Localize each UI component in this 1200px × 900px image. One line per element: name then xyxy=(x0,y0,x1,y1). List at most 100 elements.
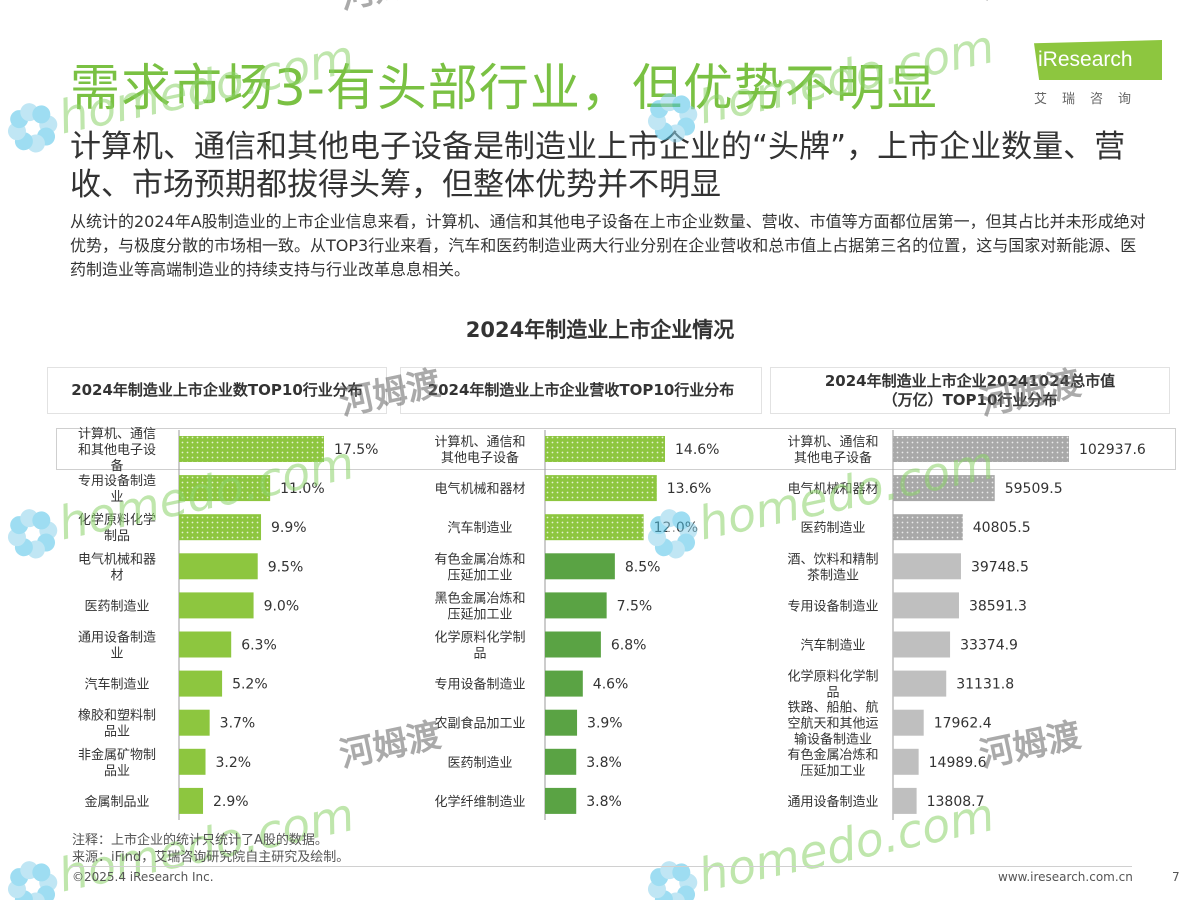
copyright-text: ©2025.4 iResearch Inc. xyxy=(72,870,214,884)
body-paragraph: 从统计的2024年A股制造业的上市企业信息来看，计算机、通信和其他电子设备在上市… xyxy=(70,212,1146,279)
bar xyxy=(893,631,951,658)
category-label: 计算机、通信 xyxy=(78,427,156,442)
category-label: 计算机、通信和 xyxy=(787,435,878,450)
category-label: 电气机械和器材 xyxy=(787,481,878,497)
category-label: 通用设备制造 xyxy=(78,630,156,646)
website-link[interactable]: www.iresearch.com.cn xyxy=(998,870,1133,884)
category-label: 专用设备制造 xyxy=(78,473,156,489)
chart-main-title: 2024年制造业上市企业情况 xyxy=(465,318,735,342)
category-label: 专用设备制造业 xyxy=(434,677,525,693)
logo-cn-text: 艾瑞咨询 xyxy=(1034,92,1147,107)
page-number: 7 xyxy=(1172,870,1180,884)
category-label: 铁路、船舶、航 xyxy=(787,700,878,716)
bar xyxy=(545,709,578,736)
category-label: 橡胶和塑料制 xyxy=(78,708,156,724)
bar xyxy=(893,787,917,814)
category-label: 备 xyxy=(110,458,123,474)
bar-dot-pattern xyxy=(545,436,665,462)
data-label: 17.5% xyxy=(334,442,378,458)
bar-dot-pattern xyxy=(545,475,657,502)
bar-dot-pattern xyxy=(893,514,963,541)
bar xyxy=(545,592,607,619)
category-label: 汽车制造业 xyxy=(800,638,865,654)
data-label: 40805.5 xyxy=(973,520,1031,536)
category-label: 业 xyxy=(110,647,123,662)
bar xyxy=(545,670,583,697)
logo-text: iResearch xyxy=(1038,48,1133,71)
footer-divider xyxy=(70,866,1132,867)
bar xyxy=(179,631,232,658)
category-label: 压延加工业 xyxy=(447,607,512,622)
data-label: 14.6% xyxy=(675,442,719,458)
data-label: 12.0% xyxy=(654,520,698,536)
bar xyxy=(179,709,210,736)
category-label: 压延加工业 xyxy=(447,568,512,583)
category-label: 汽车制造业 xyxy=(447,520,512,536)
data-label: 7.5% xyxy=(617,598,653,614)
category-label: 化学原料化学制 xyxy=(787,669,878,685)
bar xyxy=(893,592,959,619)
data-label: 3.8% xyxy=(586,794,622,810)
category-label: 通用设备制造业 xyxy=(787,794,878,810)
data-label: 59509.5 xyxy=(1005,481,1063,497)
source-text: 来源：iFind，艾瑞咨询研究院自主研究及绘制。 xyxy=(72,850,350,865)
data-label: 102937.6 xyxy=(1079,442,1146,458)
data-label: 14989.6 xyxy=(929,755,987,771)
panel-title-market-value: 2024年制造业上市企业20241024总市值（万亿）TOP10行业分布 xyxy=(770,367,1170,414)
bar-dot-pattern xyxy=(893,475,995,502)
category-label: 化学原料化学 xyxy=(78,512,156,528)
bar xyxy=(893,709,924,736)
category-label: 空航天和其他运 xyxy=(787,716,878,732)
category-label: 品 xyxy=(473,647,486,662)
category-label: 专用设备制造业 xyxy=(787,598,878,614)
panel-title-count: 2024年制造业上市企业数TOP10行业分布 xyxy=(47,367,387,414)
category-label: 业 xyxy=(110,490,123,505)
bar xyxy=(893,553,961,580)
data-label: 6.3% xyxy=(241,638,277,654)
data-label: 9.5% xyxy=(268,559,304,575)
bar xyxy=(179,748,206,775)
data-label: 11.0% xyxy=(280,481,324,497)
category-label: 农副食品加工业 xyxy=(434,716,525,732)
category-label: 计算机、通信和 xyxy=(434,435,525,450)
category-label: 茶制造业 xyxy=(807,567,859,583)
bar xyxy=(179,787,204,814)
bar xyxy=(893,748,919,775)
category-label: 化学纤维制造业 xyxy=(434,794,525,810)
category-label: 酒、饮料和精制 xyxy=(787,552,878,567)
data-label: 39748.5 xyxy=(971,559,1029,575)
panel-title-revenue: 2024年制造业上市企业营收TOP10行业分布 xyxy=(400,367,762,414)
category-label: 其他电子设备 xyxy=(794,450,872,466)
category-label: 电气机械和器材 xyxy=(434,481,525,497)
data-label: 3.8% xyxy=(586,755,622,771)
category-label: 压延加工业 xyxy=(800,764,865,779)
data-label: 13808.7 xyxy=(927,794,985,810)
bar xyxy=(545,748,577,775)
data-label: 31131.8 xyxy=(956,677,1014,693)
bar-dot-pattern xyxy=(179,436,324,462)
page-subtitle: 计算机、通信和其他电子设备是制造业上市企业的“头牌”，上市企业数量、营收、市场预… xyxy=(70,129,1126,203)
note-text: 注释：上市企业的统计只统计了A股的数据。 xyxy=(72,833,328,848)
category-label: 医药制造业 xyxy=(84,599,149,614)
data-label: 33374.9 xyxy=(960,638,1018,654)
category-label: 其他电子设备 xyxy=(441,450,519,466)
category-label: 医药制造业 xyxy=(447,756,512,771)
category-label: 电气机械和器 xyxy=(78,551,156,567)
category-label: 材 xyxy=(110,568,123,583)
category-label: 品 xyxy=(826,686,839,701)
bar xyxy=(893,670,947,697)
category-label: 品业 xyxy=(104,764,130,779)
bar xyxy=(179,592,254,619)
iresearch-logo: iResearch 艾瑞咨询 xyxy=(1032,40,1167,112)
category-label: 黑色金属冶炼和 xyxy=(434,590,525,606)
chart-footnote: 注释：上市企业的统计只统计了A股的数据。 来源：iFind，艾瑞咨询研究院自主研… xyxy=(72,832,349,866)
bar xyxy=(179,553,258,580)
category-label: 有色金属冶炼和 xyxy=(787,747,878,763)
category-label: 和其他电子设 xyxy=(78,443,156,458)
data-label: 2.9% xyxy=(213,794,249,810)
category-label: 化学原料化学制 xyxy=(434,630,525,646)
data-label: 17962.4 xyxy=(934,716,992,732)
category-label: 有色金属冶炼和 xyxy=(434,551,525,567)
bar-dot-pattern xyxy=(179,514,262,541)
